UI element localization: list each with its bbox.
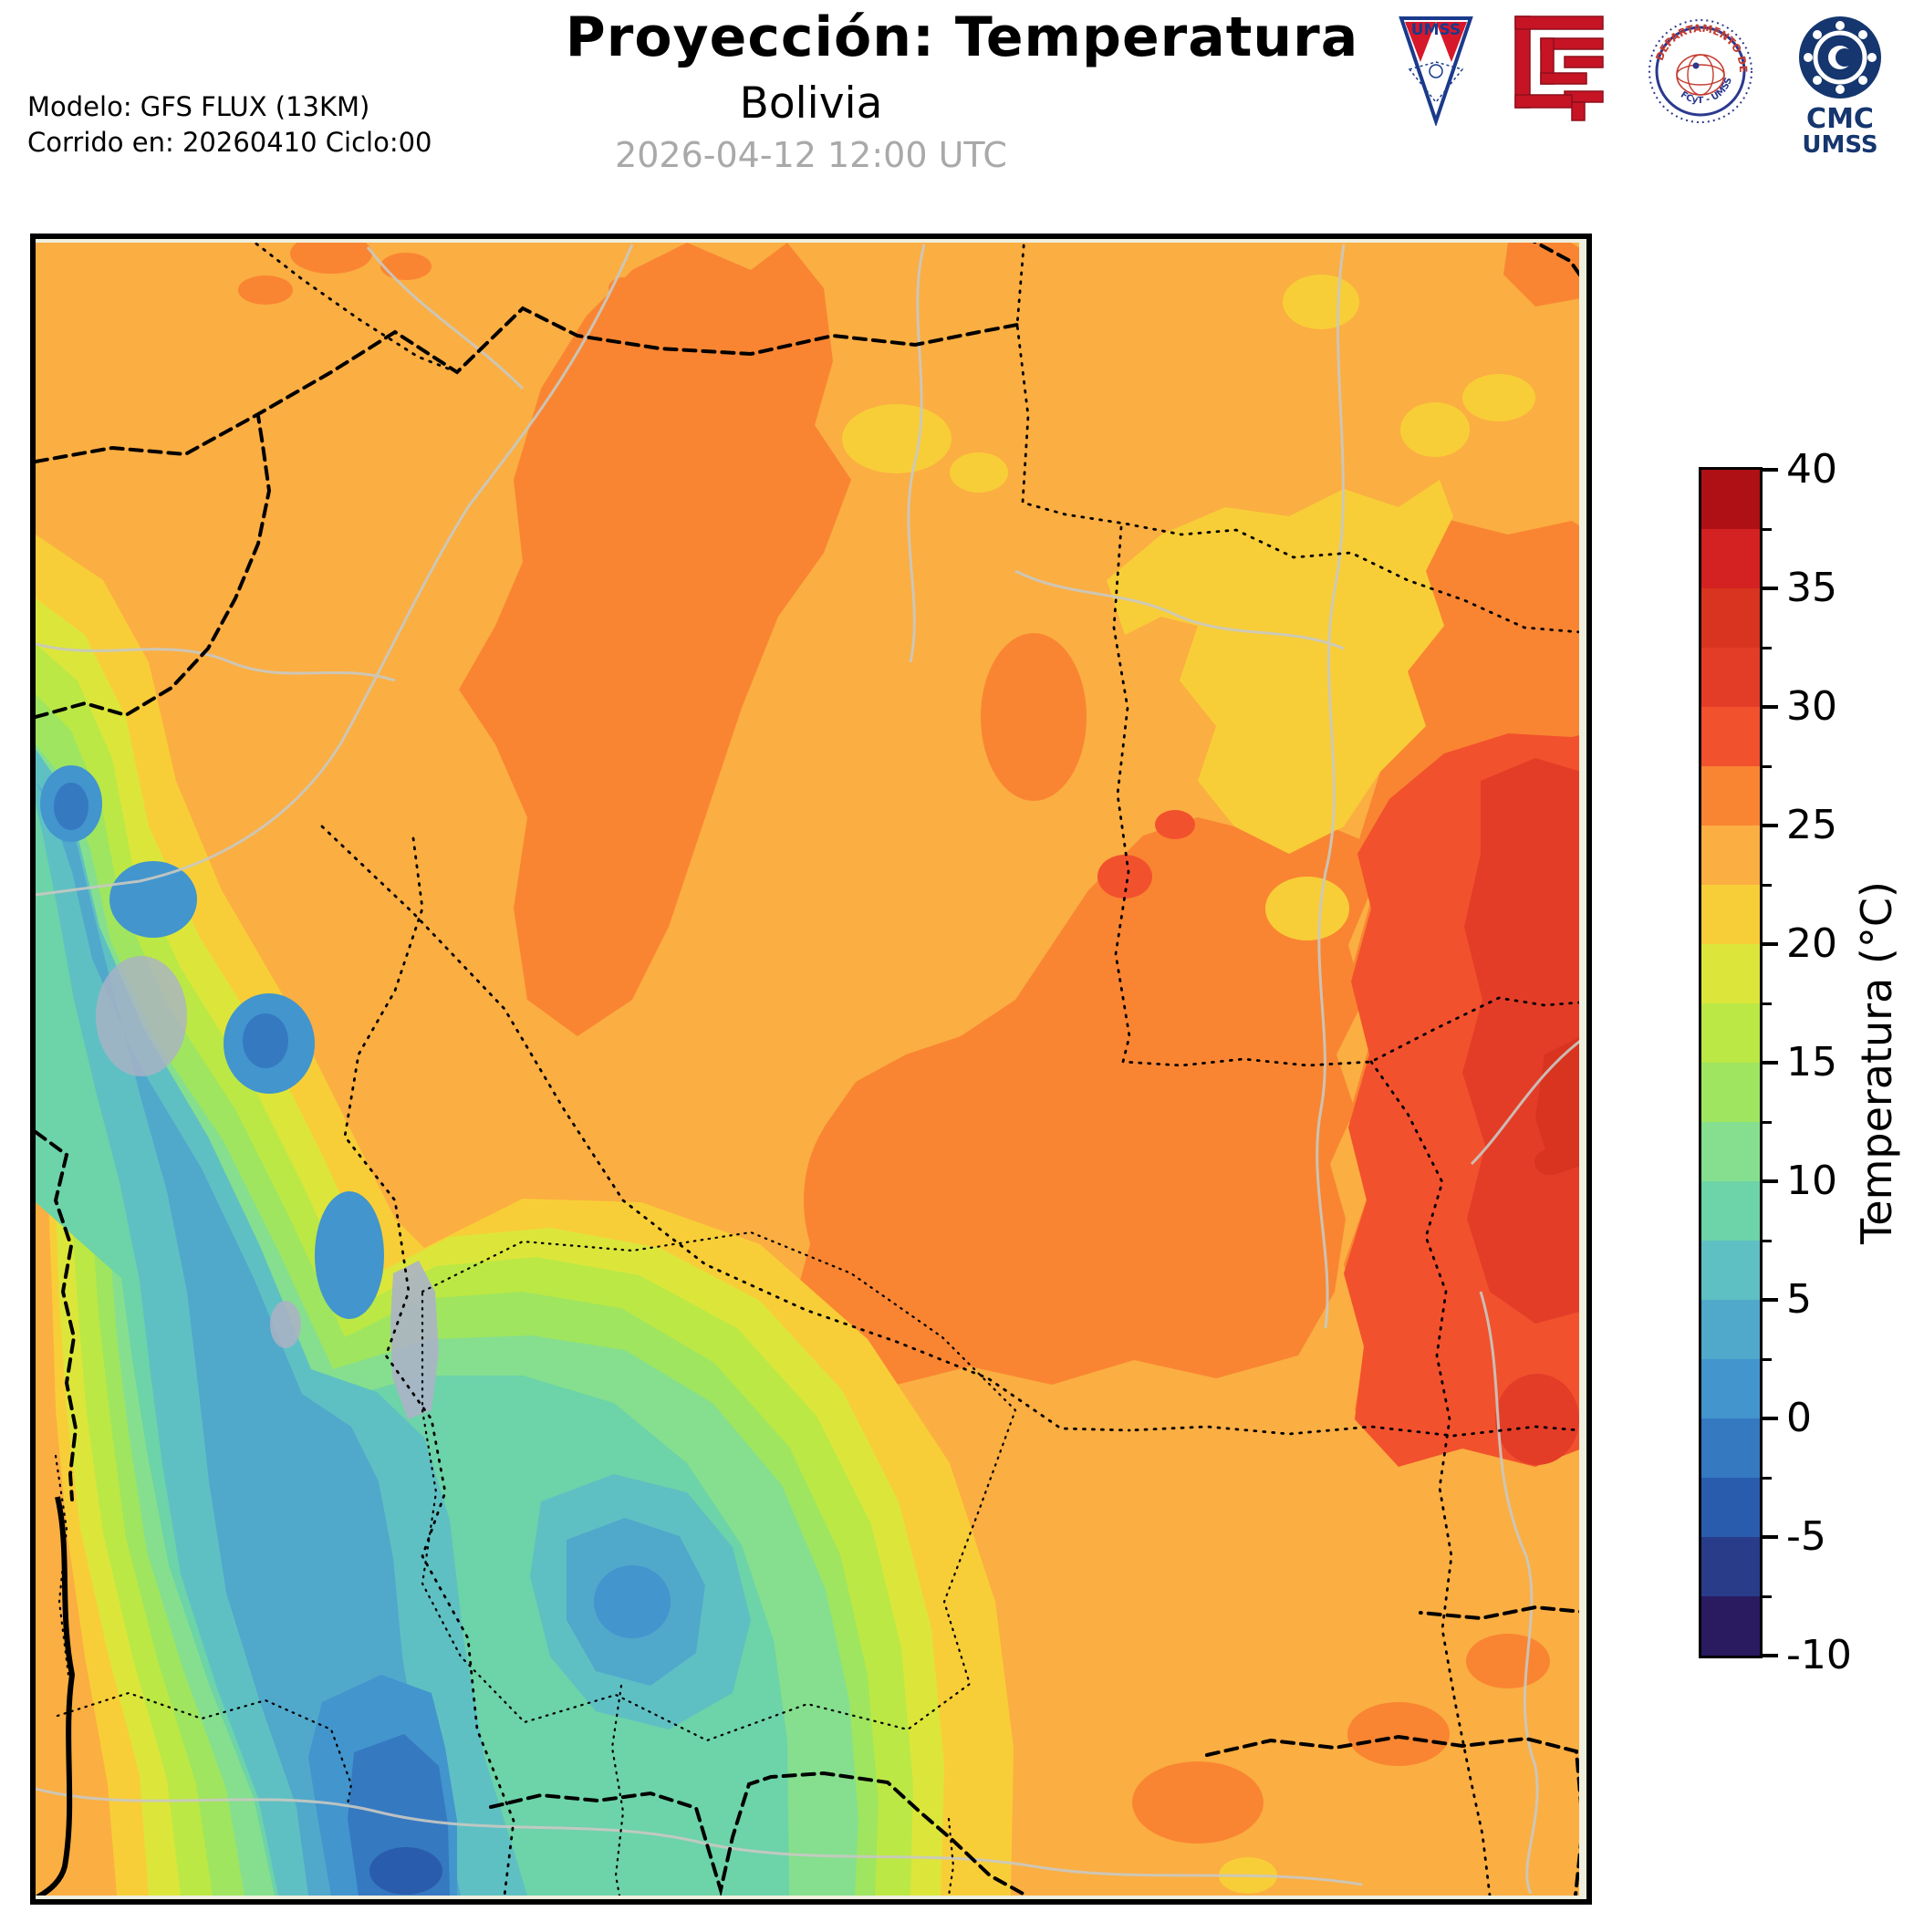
colorbar-major-tick	[1760, 1654, 1778, 1657]
map-frame	[30, 234, 1592, 1905]
cmc-logo-text-line2: UMSS	[1802, 131, 1878, 159]
colorbar-segment-11	[1701, 1122, 1760, 1181]
colorbar-major-tick	[1760, 705, 1778, 709]
colorbar-segment-0	[1701, 470, 1760, 529]
cmc-gear-icon	[1799, 16, 1881, 99]
model-info: Modelo: GFS FLUX (13KM) Corrido en: 2026…	[27, 89, 432, 161]
model-name-line: Modelo: GFS FLUX (13KM)	[27, 91, 370, 122]
river-lines	[36, 244, 1579, 1895]
colorbar-tick-label: 0	[1786, 1395, 1812, 1441]
colorbar-tick-label: -10	[1786, 1632, 1852, 1678]
forecast-datetime: 2026-04-12 12:00 UTC	[615, 135, 1007, 175]
colorbar-segment-5	[1701, 766, 1760, 826]
colorbar-tick-label: 10	[1786, 1158, 1837, 1204]
colorbar-ticks	[1760, 467, 1782, 1658]
colorbar-segment-9	[1701, 1003, 1760, 1063]
colorbar-major-tick	[1760, 1061, 1778, 1065]
temperature-field	[36, 243, 1579, 1896]
umss-pennant-logo-icon: UMSS	[1399, 16, 1473, 126]
colorbar-tick-label: -5	[1786, 1513, 1826, 1560]
colorbar-segment-7	[1701, 885, 1760, 944]
colorbar-major-tick	[1760, 1535, 1778, 1539]
colorbar-segment-14	[1701, 1300, 1760, 1359]
colorbar-segment-10	[1701, 1063, 1760, 1122]
colorbar-tick-label: 40	[1786, 446, 1837, 493]
map-canvas	[30, 234, 1592, 1905]
colorbar-segment-15	[1701, 1359, 1760, 1418]
colorbar-major-tick	[1760, 1298, 1778, 1302]
coastline	[36, 1496, 76, 1896]
umss-pennant-text: UMSS	[1411, 21, 1461, 39]
fcyt-logo-icon	[1514, 16, 1604, 121]
fisica-department-seal-icon: DEPARTAMENTO DE FÍSICA FCyT - UMSS	[1647, 15, 1752, 123]
colorbar-tick-label: 15	[1786, 1039, 1837, 1085]
colorbar-tick-label: 5	[1786, 1276, 1812, 1323]
cmc-umss-logo: CMC UMSS	[1793, 15, 1888, 157]
colorbar-segment-3	[1701, 648, 1760, 707]
colorbar-major-tick	[1760, 1179, 1778, 1183]
colorbar-segment-4	[1701, 707, 1760, 766]
colorbar-segment-17	[1701, 1478, 1760, 1537]
colorbar-tick-label: 25	[1786, 802, 1837, 848]
colorbar-axis-label: Temperatura (°C)	[1852, 881, 1901, 1244]
map-subtitle-region: Bolivia	[739, 78, 883, 129]
colorbar-minor-tick	[1760, 1476, 1772, 1480]
temperature-map	[30, 234, 1592, 1905]
institution-logos: UMSS DEPARTAMENTO DE FÍSICA	[1397, 15, 1888, 157]
colorbar-minor-tick	[1760, 527, 1772, 531]
colorbar-tick-label: 35	[1786, 565, 1837, 611]
page-title: Proyección: Temperatura	[565, 5, 1359, 69]
department-borders	[253, 243, 1579, 1896]
colorbar-segment-2	[1701, 588, 1760, 648]
colorbar-minor-tick	[1760, 883, 1772, 887]
colorbar-segment-19	[1701, 1596, 1760, 1656]
colorbar-segment-12	[1701, 1181, 1760, 1241]
colorbar-minor-tick	[1760, 1002, 1772, 1005]
colorbar-major-tick	[1760, 942, 1778, 946]
colorbar-segment-1	[1701, 529, 1760, 588]
national-borders	[36, 243, 1579, 1896]
cmc-logo-text-line1: CMC	[1806, 103, 1874, 135]
colorbar-major-tick	[1760, 824, 1778, 827]
colorbar-tick-label: 20	[1786, 920, 1837, 967]
colorbar-major-tick	[1760, 587, 1778, 590]
colorbar-tick-labels: 40 35 30 25 20 15 10 5 0 -5 -10	[1786, 450, 1896, 1676]
colorbar-minor-tick	[1760, 1239, 1772, 1242]
colorbar-major-tick	[1760, 468, 1778, 472]
colorbar-segment-13	[1701, 1241, 1760, 1300]
temperature-colorbar	[1699, 467, 1763, 1658]
model-run-line: Corrido en: 20260410 Ciclo:00	[27, 126, 432, 158]
colorbar-minor-tick	[1760, 1357, 1772, 1361]
colorbar-minor-tick	[1760, 646, 1772, 649]
colorbar-segment-16	[1701, 1418, 1760, 1478]
colorbar-minor-tick	[1760, 764, 1772, 768]
colorbar-major-tick	[1760, 1417, 1778, 1420]
colorbar-minor-tick	[1760, 1120, 1772, 1124]
colorbar-segment-18	[1701, 1537, 1760, 1596]
colorbar-segment-6	[1701, 826, 1760, 885]
colorbar-segment-8	[1701, 944, 1760, 1003]
colorbar-minor-tick	[1760, 1594, 1772, 1598]
colorbar-tick-label: 30	[1786, 683, 1837, 730]
